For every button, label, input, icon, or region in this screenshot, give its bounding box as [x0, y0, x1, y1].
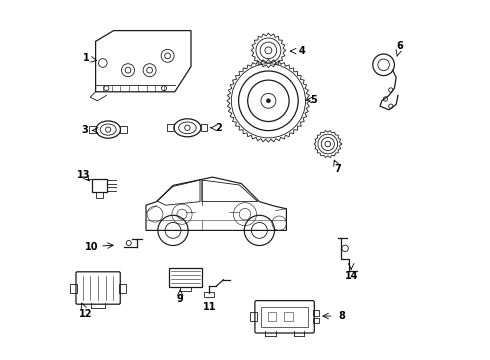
Bar	[70, 284, 77, 292]
Bar	[170, 268, 202, 287]
Bar	[90, 126, 96, 133]
Bar	[204, 292, 215, 297]
Bar	[250, 312, 257, 321]
Text: 13: 13	[77, 170, 91, 180]
Bar	[201, 124, 207, 131]
Circle shape	[267, 99, 270, 103]
Bar	[180, 287, 191, 291]
Text: 6: 6	[396, 41, 403, 51]
Text: 11: 11	[203, 302, 217, 312]
Bar	[168, 124, 174, 131]
Bar	[313, 310, 319, 316]
Bar	[96, 192, 103, 198]
Bar	[261, 307, 308, 327]
Bar	[268, 312, 276, 321]
Text: 2: 2	[216, 123, 222, 133]
Text: 10: 10	[85, 242, 99, 252]
Text: 4: 4	[298, 46, 305, 56]
Text: 7: 7	[335, 164, 341, 174]
Bar	[119, 284, 126, 292]
Text: 12: 12	[79, 309, 93, 319]
Bar	[121, 126, 127, 133]
Text: 1: 1	[82, 53, 89, 63]
Bar	[313, 318, 319, 323]
Text: 5: 5	[311, 95, 318, 105]
Text: 14: 14	[344, 271, 358, 282]
Bar	[284, 312, 293, 321]
Text: 8: 8	[338, 311, 345, 321]
Text: 9: 9	[177, 294, 184, 304]
Bar	[92, 179, 107, 192]
Text: 3: 3	[81, 125, 88, 135]
